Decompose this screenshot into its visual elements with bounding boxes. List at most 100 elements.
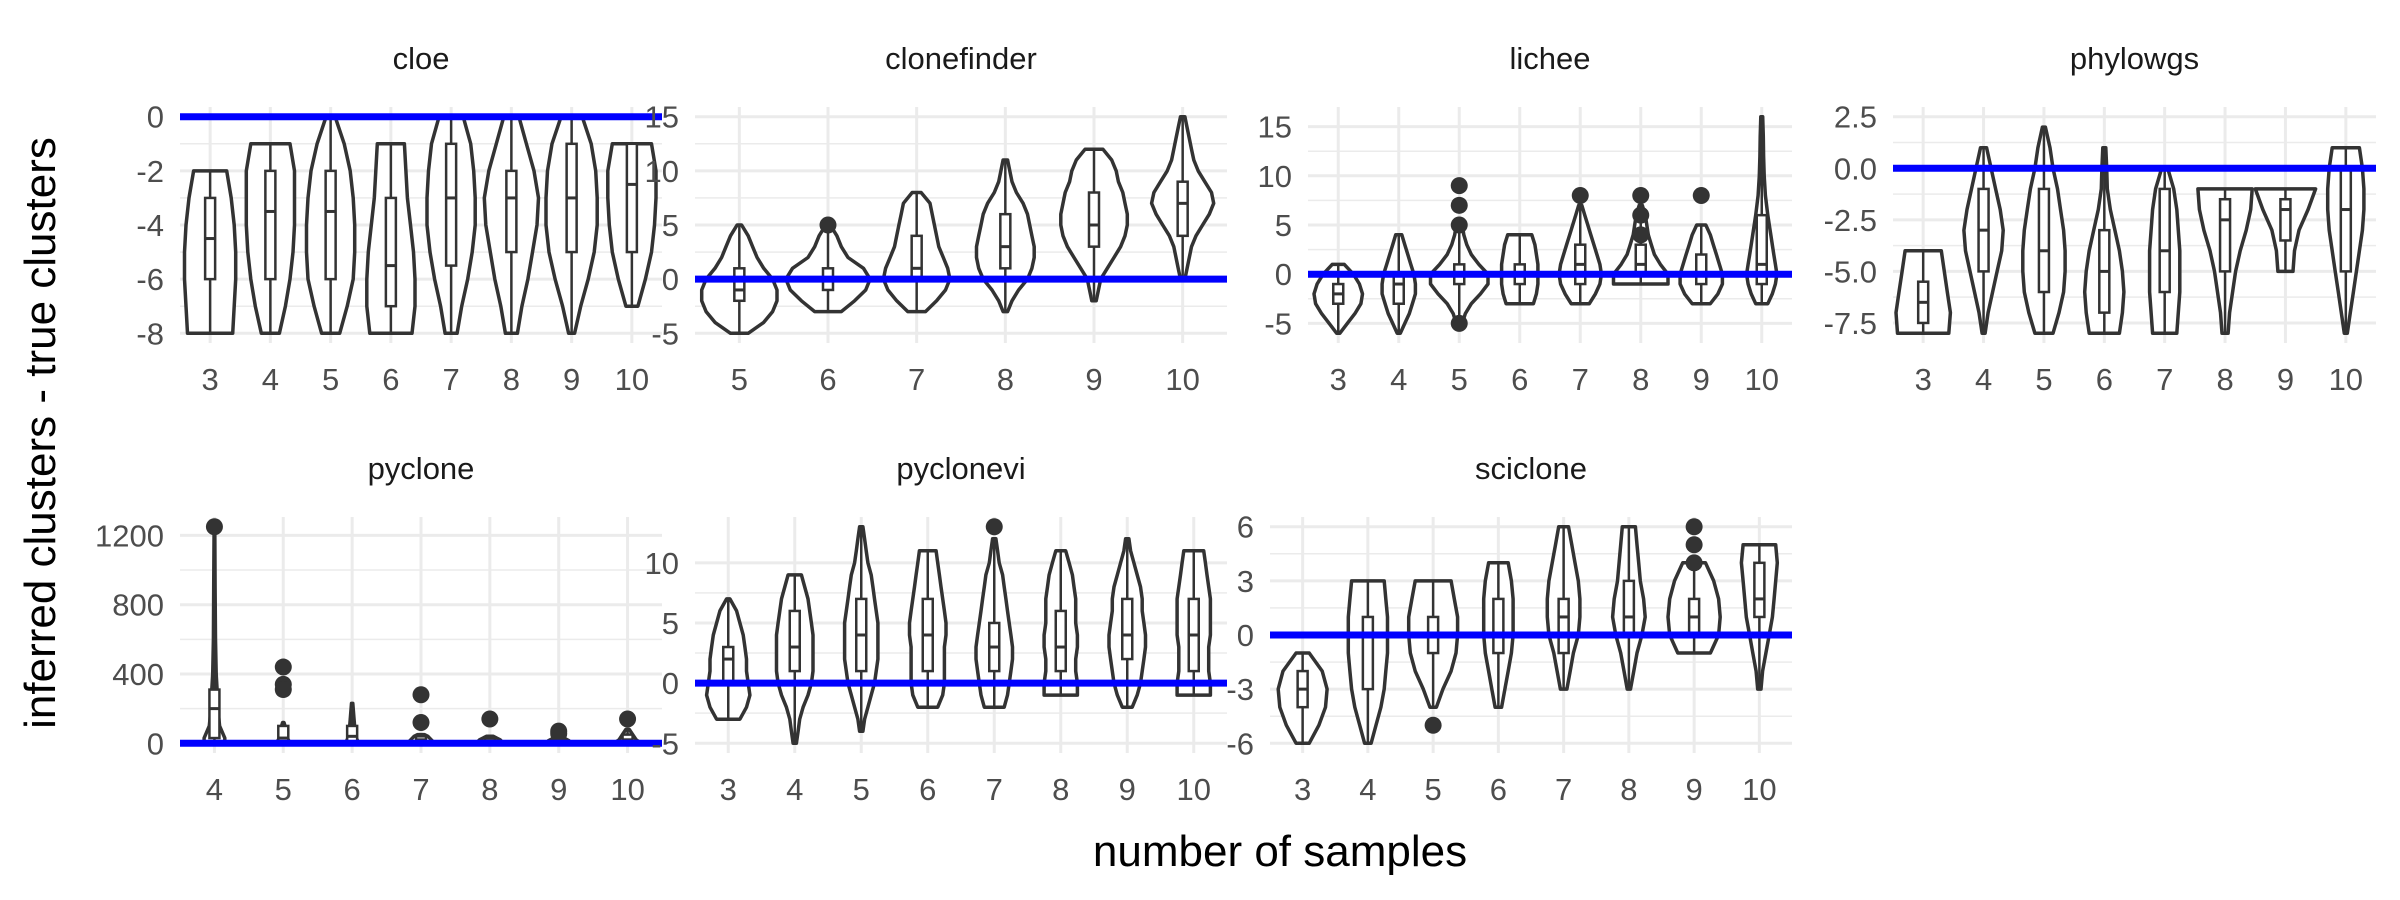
x-tick-label: 8 bbox=[1620, 772, 1637, 807]
y-axis-title: inferred clusters - true clusters bbox=[16, 137, 65, 729]
x-tick-label: 4 bbox=[206, 772, 223, 807]
box bbox=[1392, 272, 1405, 305]
box bbox=[1054, 609, 1067, 673]
x-tick-label: 7 bbox=[1572, 362, 1589, 397]
y-tick-label: -2 bbox=[136, 154, 164, 189]
y-tick-label: 3 bbox=[1237, 564, 1254, 599]
y-tick-label: -5 bbox=[651, 726, 679, 761]
outlier-point bbox=[1424, 716, 1442, 734]
y-tick-label: -5.0 bbox=[1824, 254, 1877, 289]
x-tick-label: 3 bbox=[720, 772, 737, 807]
box bbox=[2037, 187, 2051, 294]
outlier-point bbox=[619, 710, 637, 728]
box bbox=[1634, 243, 1647, 276]
x-tick-label: 4 bbox=[786, 772, 803, 807]
outlier-point bbox=[1685, 554, 1703, 572]
x-tick-label: 3 bbox=[1294, 772, 1311, 807]
box bbox=[910, 234, 923, 281]
box bbox=[722, 645, 735, 685]
box bbox=[1087, 191, 1101, 248]
panel-title: phylowgs bbox=[2070, 41, 2199, 76]
y-tick-label: -6 bbox=[136, 262, 164, 297]
panel-pyclonevi: 10 5 0 -5 3 4 5 6 7 8 9 10 pyclonevi bbox=[645, 451, 1227, 807]
panel-lichee: 15 10 5 0 -5 3 4 5 6 7 8 9 10 lichee bbox=[1258, 41, 1792, 397]
x-tick-label: 3 bbox=[202, 362, 219, 397]
x-tick-label: 8 bbox=[1632, 362, 1649, 397]
panel-cloe: 0 -2 -4 -6 -8 3 4 5 6 7 8 9 10 cloe bbox=[136, 41, 662, 397]
outlier-point bbox=[1632, 206, 1650, 224]
x-tick-label: 4 bbox=[262, 362, 279, 397]
x-tick-label: 5 bbox=[1451, 362, 1468, 397]
y-tick-label: -7.5 bbox=[1824, 306, 1877, 341]
x-tick-label: 6 bbox=[1511, 362, 1528, 397]
outlier-point bbox=[1450, 177, 1468, 195]
x-tick-label: 6 bbox=[2096, 362, 2113, 397]
y-tick-label: 0 bbox=[147, 726, 164, 761]
y-tick-label: 0 bbox=[662, 666, 679, 701]
box bbox=[1361, 615, 1375, 691]
y-tick-label: 800 bbox=[112, 588, 164, 623]
y-tick-label: 15 bbox=[645, 100, 679, 135]
x-tick-label: 4 bbox=[1390, 362, 1407, 397]
x-tick-label: 6 bbox=[819, 362, 836, 397]
x-tick-label: 7 bbox=[1555, 772, 1572, 807]
x-tick-label: 9 bbox=[563, 362, 580, 397]
x-tick-label: 8 bbox=[503, 362, 520, 397]
y-tick-label: -5 bbox=[651, 316, 679, 351]
y-tick-label: -5 bbox=[1264, 306, 1292, 341]
y-tick-label: 0 bbox=[1237, 618, 1254, 653]
y-tick-label: 1200 bbox=[95, 518, 164, 553]
box bbox=[2158, 187, 2171, 294]
outlier-point bbox=[1692, 186, 1710, 204]
y-tick-label: 0.0 bbox=[1834, 151, 1877, 186]
y-tick-label: 10 bbox=[645, 546, 679, 581]
x-tick-label: 5 bbox=[322, 362, 339, 397]
box bbox=[2279, 197, 2292, 242]
x-tick-label: 10 bbox=[1742, 772, 1776, 807]
box bbox=[999, 212, 1012, 270]
x-tick-label: 8 bbox=[997, 362, 1014, 397]
box bbox=[2218, 197, 2232, 273]
box bbox=[1557, 597, 1570, 655]
x-tick-label: 5 bbox=[1425, 772, 1442, 807]
box bbox=[1176, 180, 1189, 238]
box bbox=[505, 169, 518, 254]
x-tick-label: 6 bbox=[382, 362, 399, 397]
box bbox=[1492, 597, 1505, 655]
x-tick-label: 8 bbox=[2216, 362, 2233, 397]
panel-title: cloe bbox=[393, 41, 450, 76]
outlier-point bbox=[1450, 196, 1468, 214]
x-tick-label: 6 bbox=[344, 772, 361, 807]
x-tick-label: 10 bbox=[1177, 772, 1211, 807]
x-tick-label: 9 bbox=[1119, 772, 1136, 807]
panel-sciclone: 6 3 0 -3 -6 3 4 5 6 7 8 9 10 sciclone bbox=[1226, 451, 1792, 807]
x-tick-label: 7 bbox=[412, 772, 429, 807]
x-tick-label: 4 bbox=[1975, 362, 1992, 397]
outlier-point bbox=[412, 713, 430, 731]
outlier-point bbox=[1685, 536, 1703, 554]
box bbox=[1755, 213, 1768, 286]
x-tick-label: 10 bbox=[1165, 362, 1199, 397]
box bbox=[264, 169, 277, 281]
y-tick-label: 15 bbox=[1258, 110, 1292, 145]
x-tick-label: 8 bbox=[1052, 772, 1069, 807]
outlier-point bbox=[412, 686, 430, 704]
x-tick-label: 3 bbox=[1330, 362, 1347, 397]
facet-panels: 0 -2 -4 -6 -8 3 4 5 6 7 8 9 10 cloe 15 10 5 0 -5 5 6 7 8 9 10 clo… bbox=[95, 41, 2376, 807]
y-tick-label: -8 bbox=[136, 316, 164, 351]
y-tick-label: 6 bbox=[1237, 510, 1254, 545]
x-tick-label: 8 bbox=[481, 772, 498, 807]
y-tick-label: -3 bbox=[1226, 672, 1254, 707]
box bbox=[625, 142, 639, 254]
y-tick-label: 2.5 bbox=[1834, 100, 1877, 135]
panel-title: clonefinder bbox=[885, 41, 1037, 76]
x-tick-label: 10 bbox=[615, 362, 649, 397]
x-tick-label: 6 bbox=[919, 772, 936, 807]
y-tick-label: 400 bbox=[112, 657, 164, 692]
y-tick-label: 5 bbox=[662, 208, 679, 243]
x-tick-label: 9 bbox=[550, 772, 567, 807]
outlier-point bbox=[1450, 216, 1468, 234]
box bbox=[733, 267, 746, 303]
panel-clonefinder: 15 10 5 0 -5 5 6 7 8 9 10 clonefinder bbox=[645, 41, 1227, 397]
